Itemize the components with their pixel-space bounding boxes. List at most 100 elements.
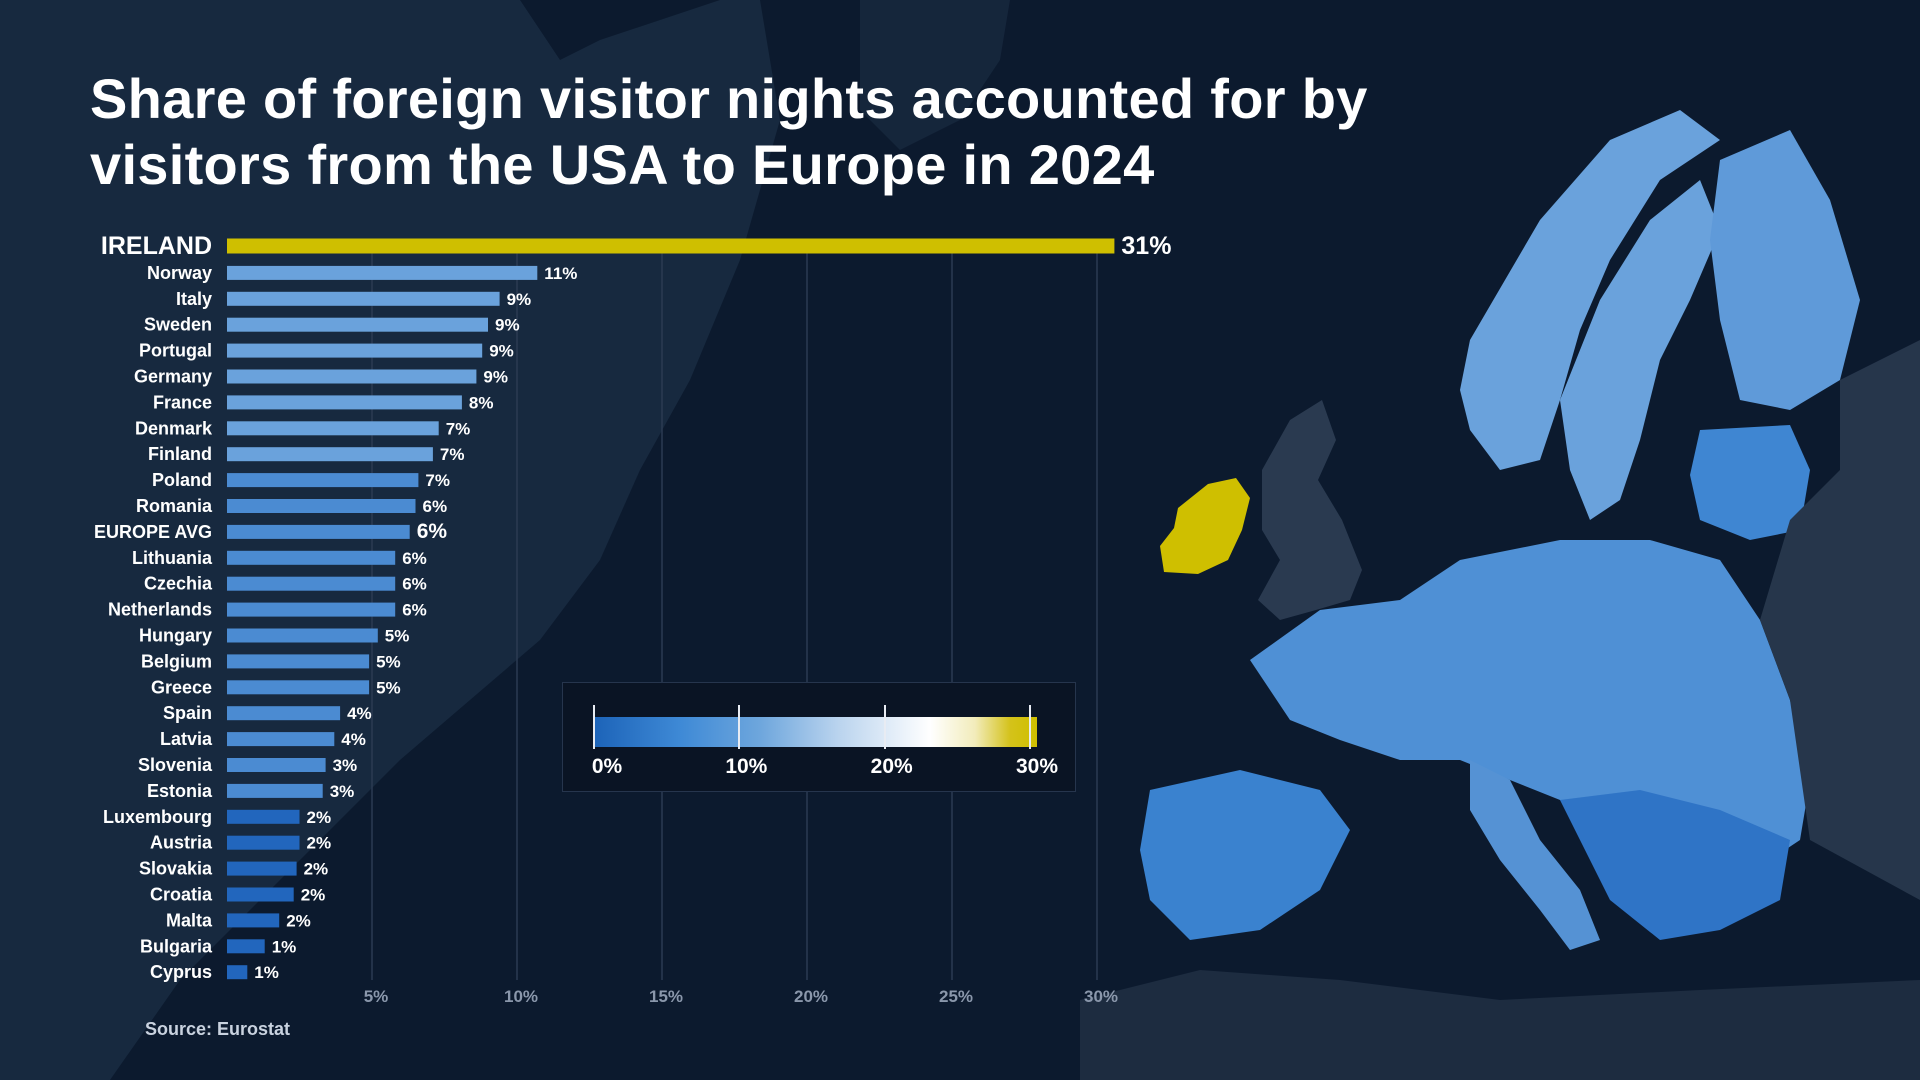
data-label: 6% (423, 497, 448, 516)
category-label: Czechia (144, 574, 213, 594)
bar (227, 395, 462, 410)
category-label: Greece (151, 677, 212, 697)
data-label: 9% (495, 316, 520, 335)
legend-label: 20% (870, 755, 913, 778)
data-label: 5% (376, 652, 401, 671)
category-label: Spain (163, 703, 212, 723)
category-label: Slovakia (139, 859, 213, 879)
category-label: Netherlands (108, 600, 212, 620)
data-label: 31% (1121, 232, 1171, 260)
data-label: 1% (272, 937, 297, 956)
bar (227, 602, 396, 617)
bar (227, 913, 280, 928)
data-label: 11% (544, 264, 577, 283)
data-label: 9% (489, 342, 514, 361)
legend-tick (593, 705, 595, 749)
bar (227, 783, 323, 798)
data-label: 2% (307, 834, 332, 853)
greenland-landmass (860, 0, 1010, 150)
bar (227, 680, 370, 695)
bar (227, 550, 396, 565)
legend-label: 0% (591, 755, 623, 778)
data-label: 7% (425, 471, 450, 490)
category-label: Latvia (160, 729, 213, 749)
data-label: 7% (440, 445, 465, 464)
bar (227, 421, 439, 436)
category-label: Poland (152, 470, 212, 490)
x-tick-label: 10% (504, 987, 538, 1006)
data-label: 8% (469, 393, 494, 412)
great-britain-landmass (1258, 400, 1362, 620)
source-note: Source: Eurostat (145, 1019, 291, 1039)
eastern-europe-landmass (1760, 340, 1920, 900)
category-label: Denmark (135, 418, 213, 438)
bar (227, 706, 341, 721)
x-tick-label: 25% (939, 987, 973, 1006)
category-label: Norway (147, 263, 212, 283)
legend-label: 10% (725, 755, 768, 778)
category-label: Bulgaria (140, 936, 213, 956)
bar (227, 654, 370, 669)
x-tick-label: 20% (794, 987, 828, 1006)
bar (227, 835, 300, 850)
bar (227, 732, 335, 747)
bar (227, 965, 248, 980)
africa-landmass (1080, 970, 1920, 1080)
category-label: Malta (166, 910, 213, 930)
data-label: 5% (376, 678, 401, 697)
legend-tick (738, 705, 741, 749)
x-tick-label: 5% (364, 987, 389, 1006)
bar (227, 524, 410, 539)
color-scale-legend: 0% 10% 20% 30% (562, 682, 1076, 792)
bar (227, 369, 477, 384)
north-america-landmass (0, 0, 780, 1080)
x-axis-ticks: 5% 10% 15% 20% 25% 30% (364, 987, 1118, 1006)
data-label: 3% (333, 756, 358, 775)
category-label: Finland (148, 444, 212, 464)
bar (227, 265, 538, 280)
data-label: 2% (307, 808, 332, 827)
bar (227, 887, 294, 902)
legend-tick (1029, 705, 1031, 749)
category-label: Hungary (139, 626, 212, 646)
data-label: 1% (254, 963, 279, 982)
finland-region (1710, 130, 1860, 410)
category-label: Germany (134, 367, 212, 387)
data-label: 3% (330, 782, 355, 801)
norway-region (1460, 110, 1720, 470)
data-label: 2% (304, 860, 329, 879)
chart-title: Share of foreign visitor nights accounte… (90, 67, 1368, 196)
x-tick-label: 30% (1084, 987, 1118, 1006)
bar (227, 473, 419, 488)
bar (227, 861, 297, 876)
data-label: 2% (286, 911, 311, 930)
category-label: Sweden (144, 315, 212, 335)
category-label: Croatia (150, 885, 213, 905)
category-label: Austria (150, 833, 213, 853)
category-label: Portugal (139, 341, 212, 361)
grid-lines (371, 240, 1098, 980)
bar (227, 499, 416, 513)
bar (227, 447, 433, 462)
category-label: Lithuania (132, 548, 213, 568)
italy-region (1470, 760, 1600, 950)
data-label: 2% (301, 886, 326, 905)
category-label: France (153, 392, 212, 412)
baltic-states-region (1690, 425, 1810, 540)
data-label: 9% (483, 368, 508, 387)
bar (227, 628, 378, 643)
x-tick-label: 15% (649, 987, 683, 1006)
bars: IRELAND 31% Norway 11% Italy 9% Sweden 9% Portug… (94, 232, 1171, 982)
category-label: Luxembourg (103, 807, 212, 827)
legend-tick (883, 705, 886, 749)
data-label: 4% (341, 730, 366, 749)
legend-label: 30% (1015, 755, 1059, 778)
ireland-highlight (1160, 478, 1250, 574)
category-label: Italy (176, 289, 212, 309)
bar (227, 291, 500, 306)
data-label: 6% (402, 549, 427, 568)
bar (227, 317, 488, 332)
data-label: 6% (417, 520, 448, 543)
balkans-region (1560, 790, 1790, 940)
